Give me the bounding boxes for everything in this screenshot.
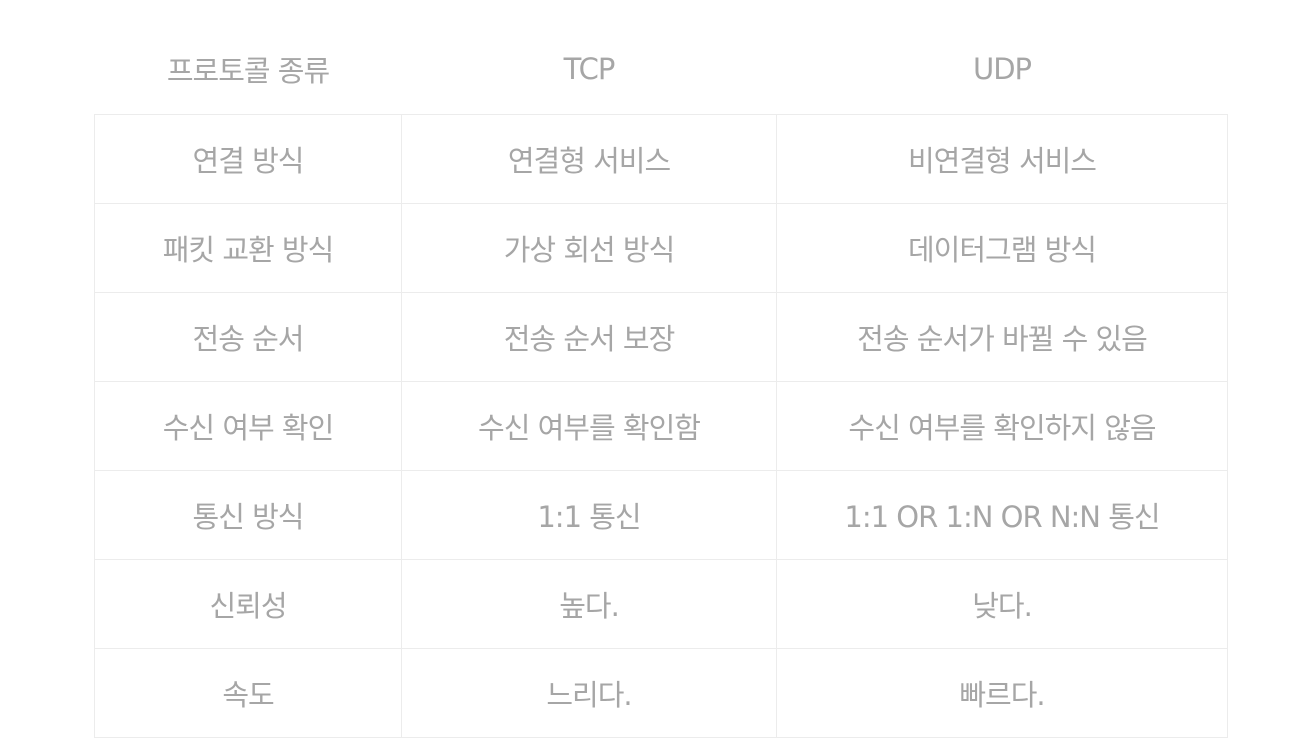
- table-body: 연결 방식 연결형 서비스 비연결형 서비스 패킷 교환 방식 가상 회선 방식…: [94, 114, 1228, 738]
- tcp-cell: 높다.: [401, 559, 777, 649]
- table-row: 전송 순서 전송 순서 보장 전송 순서가 바뀔 수 있음: [94, 292, 1228, 382]
- udp-cell: 빠르다.: [776, 648, 1228, 738]
- udp-cell: 비연결형 서비스: [776, 114, 1228, 204]
- tcp-cell: 가상 회선 방식: [401, 203, 777, 293]
- tcp-cell: 수신 여부를 확인함: [401, 381, 777, 471]
- udp-cell: 낮다.: [776, 559, 1228, 649]
- header-row: 프로토콜 종류 TCP UDP: [95, 24, 1228, 115]
- udp-cell: 전송 순서가 바뀔 수 있음: [776, 292, 1228, 382]
- row-label: 신뢰성: [94, 559, 402, 649]
- table-row: 연결 방식 연결형 서비스 비연결형 서비스: [94, 114, 1228, 204]
- udp-cell: 수신 여부를 확인하지 않음: [776, 381, 1228, 471]
- comparison-table-container: 프로토콜 종류 TCP UDP 연결 방식 연결형 서비스 비연결형 서비스 패…: [94, 24, 1228, 738]
- row-label: 속도: [94, 648, 402, 738]
- table-row: 신뢰성 높다. 낮다.: [94, 559, 1228, 649]
- row-label: 통신 방식: [94, 470, 402, 560]
- tcp-cell: 전송 순서 보장: [401, 292, 777, 382]
- header-tcp: TCP: [563, 52, 616, 86]
- tcp-cell: 1:1 통신: [401, 470, 777, 560]
- tcp-udp-comparison-table: 프로토콜 종류 TCP UDP 연결 방식 연결형 서비스 비연결형 서비스 패…: [94, 24, 1228, 738]
- tcp-cell: 연결형 서비스: [401, 114, 777, 204]
- table-row: 속도 느리다. 빠르다.: [94, 648, 1228, 738]
- header-udp: UDP: [972, 52, 1032, 86]
- table-header: 프로토콜 종류 TCP UDP: [95, 24, 1228, 115]
- udp-cell: 1:1 OR 1:N OR N:N 통신: [776, 470, 1228, 560]
- row-label: 연결 방식: [94, 114, 402, 204]
- header-protocol-type: 프로토콜 종류: [166, 54, 330, 88]
- udp-cell: 데이터그램 방식: [776, 203, 1228, 293]
- table-row: 통신 방식 1:1 통신 1:1 OR 1:N OR N:N 통신: [94, 470, 1228, 560]
- tcp-cell: 느리다.: [401, 648, 777, 738]
- table-row: 수신 여부 확인 수신 여부를 확인함 수신 여부를 확인하지 않음: [94, 381, 1228, 471]
- row-label: 수신 여부 확인: [94, 381, 402, 471]
- row-label: 패킷 교환 방식: [94, 203, 402, 293]
- table-row: 패킷 교환 방식 가상 회선 방식 데이터그램 방식: [94, 203, 1228, 293]
- row-label: 전송 순서: [94, 292, 402, 382]
